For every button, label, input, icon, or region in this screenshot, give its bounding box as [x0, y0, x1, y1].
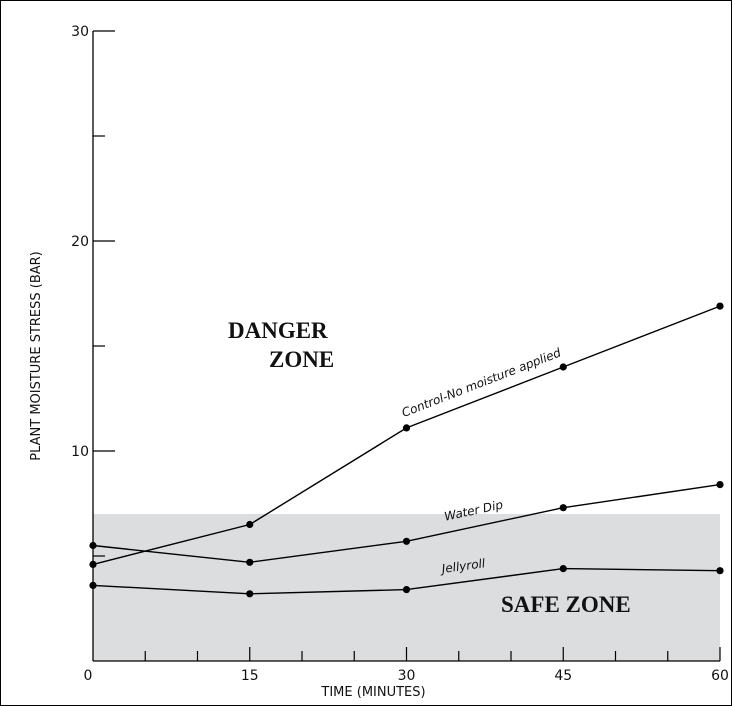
data-point — [716, 567, 724, 575]
data-point — [89, 581, 97, 590]
x-tick-label: 15 — [241, 668, 259, 684]
series-label-control: Control-No moisture applied — [400, 345, 563, 420]
series-label-jellyroll: Jellyroll — [439, 556, 487, 576]
data-point — [716, 481, 724, 489]
y-axis-label: PLANT MOISTURE STRESS (BAR) — [29, 251, 44, 461]
y-tick-label: 30 — [71, 24, 89, 40]
danger-zone-label-line2: ZONE — [269, 347, 334, 372]
safe-zone-label: SAFE ZONE — [501, 592, 631, 617]
x-tick-label: 30 — [398, 668, 416, 684]
data-point — [246, 590, 254, 598]
y-tick-label: 20 — [71, 234, 89, 250]
data-point — [402, 537, 411, 545]
data-point — [716, 302, 724, 310]
data-point — [89, 541, 97, 550]
x-tick-label: 60 — [711, 668, 729, 684]
x-tick-label: 0 — [84, 668, 93, 684]
danger-zone-label-line1: DANGER — [228, 318, 328, 343]
x-tick-label: 45 — [554, 668, 572, 684]
data-point — [559, 504, 567, 512]
data-point — [246, 558, 254, 566]
x-axis-label: TIME (MINUTES) — [320, 685, 425, 700]
data-point — [559, 565, 567, 573]
data-point — [559, 363, 567, 371]
data-point — [402, 424, 411, 432]
data-point — [89, 560, 97, 569]
data-point — [246, 520, 254, 529]
y-tick-label: 10 — [71, 444, 89, 460]
data-point — [402, 586, 411, 594]
